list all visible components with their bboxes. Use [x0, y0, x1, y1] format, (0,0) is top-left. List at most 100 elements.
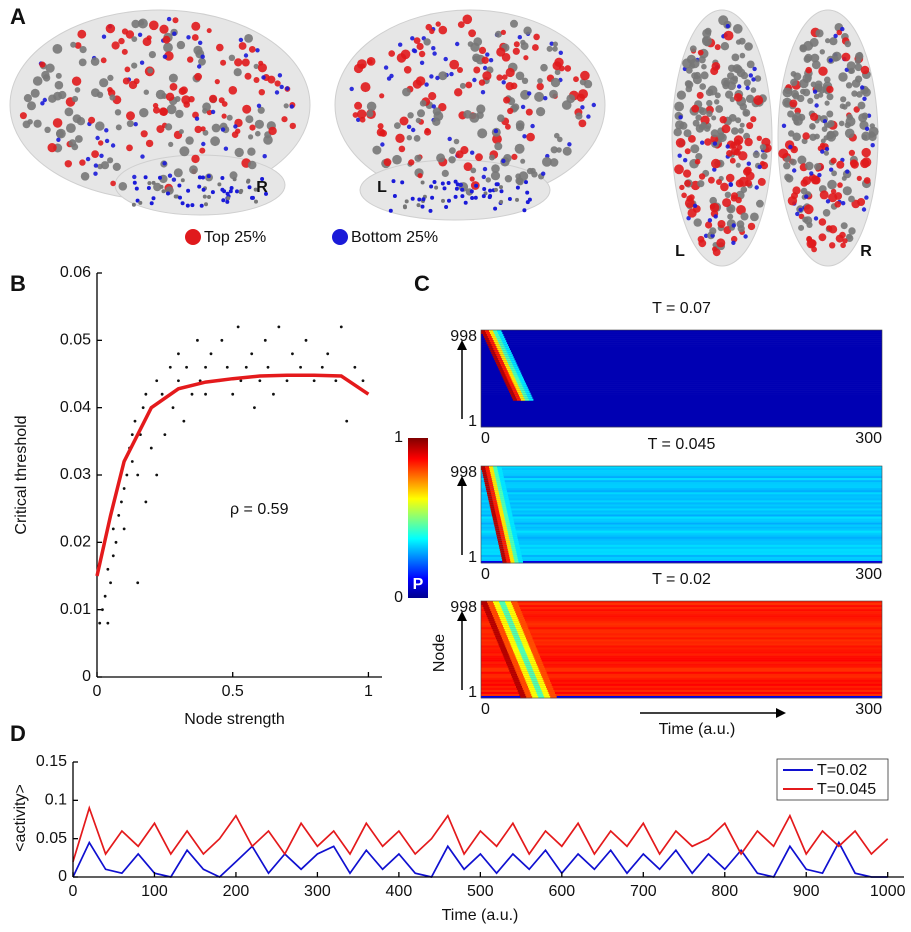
heatmap-front — [489, 468, 494, 471]
heatmap-front — [510, 526, 516, 529]
heatmap-front — [497, 332, 503, 335]
heatmap-front — [525, 635, 532, 638]
brain-node — [792, 132, 801, 142]
brain-node — [228, 189, 233, 194]
brain-node — [495, 182, 500, 187]
brain-node — [697, 180, 705, 188]
brain-node — [360, 82, 371, 93]
heatmap-front — [521, 683, 528, 687]
brain-node — [455, 182, 460, 187]
scatter-point — [141, 406, 145, 410]
brain-node — [713, 214, 718, 219]
heatmap-front — [501, 348, 506, 351]
brain-node — [714, 44, 721, 51]
brain-node — [463, 200, 468, 205]
heatmap-front — [502, 376, 508, 379]
brain-node — [244, 72, 252, 80]
brain-node — [744, 137, 753, 147]
heatmap-front — [489, 486, 495, 489]
brain-node — [783, 162, 791, 170]
heatmap-front — [511, 394, 516, 397]
brain-node — [218, 97, 225, 104]
heatmap-front — [517, 382, 522, 385]
heatmap-row — [481, 368, 882, 371]
brain-node — [812, 89, 818, 94]
heatmap-front — [508, 639, 516, 642]
brain-node — [702, 36, 709, 44]
brain-node — [152, 102, 159, 109]
y-axis-label: Critical threshold — [13, 415, 30, 534]
brain-node — [501, 158, 506, 164]
heatmap-front — [505, 520, 510, 523]
brain-node — [725, 144, 730, 149]
heatmap-front — [490, 609, 497, 612]
brain-node — [805, 161, 814, 171]
heatmap-front — [513, 665, 521, 668]
brain-node — [443, 56, 448, 62]
brain-node — [753, 95, 764, 106]
brain-node — [201, 175, 205, 180]
heatmap-front — [503, 370, 509, 373]
heatmap-front — [499, 478, 505, 481]
brain-node — [149, 20, 159, 31]
brain-node — [494, 142, 503, 151]
heatmap-row — [481, 384, 882, 387]
heatmap-front — [513, 556, 519, 560]
brain-node — [861, 207, 867, 212]
heatmap-front — [500, 552, 506, 556]
panel-label: A — [10, 4, 26, 29]
brain-node — [39, 61, 46, 68]
brain-node — [40, 101, 45, 106]
brain-node — [126, 144, 133, 152]
heatmap-row — [481, 400, 882, 404]
brain-node — [522, 208, 527, 213]
heatmap-front — [506, 558, 511, 562]
heatmap-front — [512, 398, 518, 402]
x-tick-label: 700 — [630, 883, 657, 900]
brain-node — [706, 110, 713, 118]
brain-node — [247, 160, 257, 170]
y-tick-label: 0.05 — [60, 332, 91, 349]
heatmap-front — [486, 490, 491, 493]
heatmap-front — [482, 605, 490, 608]
heatmap-front — [532, 667, 539, 671]
brain-node — [814, 80, 823, 89]
heatmap-front — [536, 691, 543, 695]
heatmap-front — [494, 605, 502, 608]
heatmap-front — [490, 350, 495, 353]
brain-node — [432, 180, 437, 184]
heatmap-front — [542, 691, 549, 695]
heatmap-front — [498, 613, 505, 616]
brain-node — [93, 171, 98, 176]
brain-node — [54, 80, 64, 90]
brain-node — [694, 158, 701, 165]
brain-node — [79, 46, 87, 54]
brain-node — [841, 52, 851, 62]
brain-node — [220, 59, 227, 66]
heatmap-front — [520, 637, 527, 640]
brain-node — [499, 199, 504, 204]
brain-node — [223, 146, 229, 151]
x-tick-label: 400 — [386, 883, 413, 900]
brain-node — [825, 38, 831, 44]
heatmap-front — [536, 677, 544, 681]
brain-node — [810, 112, 819, 121]
brain-node — [143, 175, 148, 180]
brain-node — [728, 114, 737, 122]
heatmap-row — [481, 681, 882, 685]
brain-node — [575, 112, 583, 120]
brain-node — [815, 29, 824, 38]
heatmap-front — [497, 611, 504, 614]
heatmap-front — [502, 506, 507, 509]
heatmap-front — [509, 625, 516, 628]
brain-node — [110, 180, 116, 187]
brain-node — [856, 175, 862, 181]
y-tick-label: 0.06 — [60, 264, 91, 281]
heatmap-front — [499, 492, 504, 495]
heatmap-front — [519, 621, 526, 624]
arrow-head — [457, 476, 467, 486]
heatmap-front — [514, 637, 521, 640]
heatmap-front — [510, 615, 518, 618]
scatter-point — [185, 365, 188, 369]
heatmap-front — [491, 478, 497, 481]
